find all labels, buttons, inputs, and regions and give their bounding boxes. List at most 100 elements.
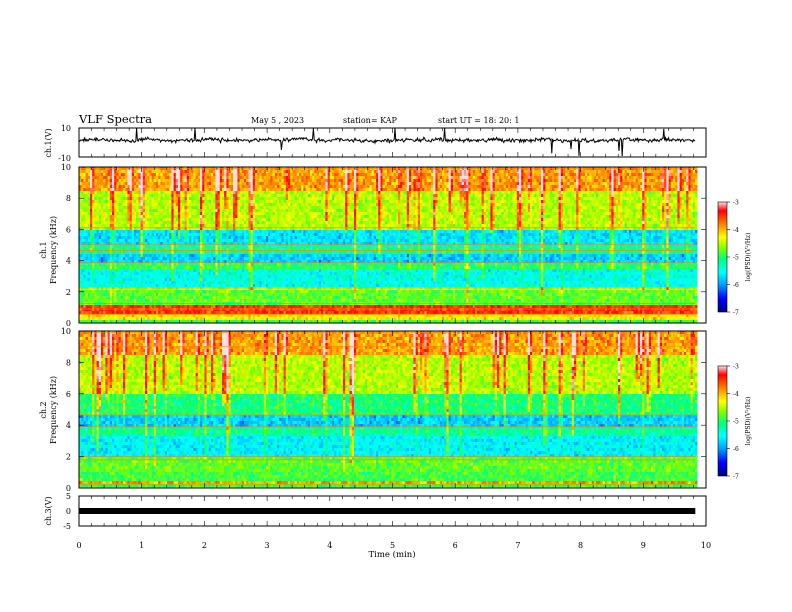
spectrogram-cell <box>98 236 102 240</box>
spectrogram-cell <box>186 305 190 309</box>
spectrogram-cell <box>167 263 170 267</box>
spectrogram-cell <box>83 308 86 312</box>
spectrogram-cell <box>92 284 95 288</box>
spectrogram-cell <box>250 251 254 255</box>
spectrogram-cell <box>162 305 166 309</box>
spectrogram-cell <box>109 284 113 288</box>
spectrogram-cell <box>283 176 287 180</box>
spectrogram-cell <box>241 224 245 228</box>
spectrogram-cell <box>79 188 82 192</box>
spectrogram-cell <box>103 305 106 309</box>
spectrogram-cell <box>257 275 260 279</box>
spectrogram-cell <box>257 260 260 264</box>
spectrogram-cell <box>175 248 179 252</box>
spectrogram-cell <box>151 200 155 204</box>
spectrogram-cell <box>226 230 229 234</box>
spectrogram-cell <box>219 299 223 303</box>
spectrogram-cell <box>202 188 205 192</box>
spectrogram-cell <box>107 317 111 321</box>
spectrogram-cell <box>167 257 170 261</box>
spectrogram-cell <box>131 188 135 192</box>
spectrogram-cell <box>279 287 282 291</box>
spectrogram-cell <box>252 245 256 249</box>
spectrogram-cell <box>90 257 93 261</box>
spectrogram-cell <box>213 254 216 258</box>
spectrogram-cell <box>120 308 124 312</box>
spectrogram-cell <box>164 197 168 201</box>
spectrogram-cell <box>142 275 146 279</box>
spectrogram-cell <box>204 257 207 261</box>
spectrogram-cell <box>164 209 168 213</box>
spectrogram-cell <box>241 275 245 279</box>
spectrogram-cell <box>281 290 284 294</box>
spectrogram-cell <box>156 236 159 240</box>
spectrogram-cell <box>162 248 166 252</box>
spectrogram-cell <box>233 305 236 309</box>
spectrogram-cell <box>263 293 267 297</box>
spectrogram-cell <box>226 287 229 291</box>
spectrogram-cell <box>87 194 91 198</box>
spectrogram-cell <box>283 206 287 210</box>
spectrogram-cell <box>263 281 267 285</box>
spectrogram-cell <box>85 251 89 255</box>
spectrogram-cell <box>98 305 102 309</box>
spectrogram-cell <box>235 206 238 210</box>
spectrogram-cell <box>211 287 214 291</box>
spectrogram-cell <box>160 287 163 291</box>
spectrogram-cell <box>151 173 155 177</box>
spectrogram-cell <box>145 248 148 252</box>
spectrogram-cell <box>211 200 214 204</box>
spectrogram-cell <box>268 320 271 324</box>
spectrogram-cell <box>252 290 256 294</box>
spectrogram-cell <box>279 293 282 297</box>
spectrogram-cell <box>96 281 100 285</box>
spectrogram-cell <box>90 218 93 222</box>
spectrogram-cell <box>87 263 91 267</box>
spectrogram-cell <box>248 284 251 288</box>
spectrogram-cell <box>85 287 89 291</box>
spectrogram-cell <box>118 290 122 294</box>
spectrogram-cell <box>138 185 141 189</box>
spectrogram-cell <box>182 245 185 249</box>
spectrogram-cell <box>193 236 196 240</box>
spectrogram-cell <box>268 278 271 282</box>
spectrogram-cell <box>145 182 148 186</box>
spectrogram-cell <box>211 194 214 198</box>
spectrogram-cell <box>94 242 97 246</box>
spectrogram-cell <box>162 287 166 291</box>
spectrogram-cell <box>147 272 150 276</box>
spectrogram-cell <box>145 287 148 291</box>
spectrogram-cell <box>274 266 278 270</box>
spectrogram-cell <box>138 305 141 309</box>
spectrogram-cell <box>246 260 249 264</box>
spectrogram-cell <box>204 182 207 186</box>
spectrogram-cell <box>206 290 210 294</box>
spectrogram-cell <box>85 218 89 222</box>
spectrogram-cell <box>138 269 141 273</box>
spectrogram-cell <box>204 242 207 246</box>
spectrogram-cell <box>87 299 91 303</box>
spectrogram-cell <box>116 314 119 318</box>
spectrogram-cell <box>182 281 185 285</box>
spectrogram-cell <box>180 260 183 264</box>
spectrogram-cell <box>268 185 271 189</box>
spectrogram-cell <box>79 230 82 234</box>
spectrogram-cell <box>85 320 89 324</box>
spectrogram-cell <box>204 266 207 270</box>
spectrogram-cell <box>120 296 124 300</box>
spectrogram-cell <box>114 263 117 267</box>
spectrogram-cell <box>164 206 168 210</box>
spectrogram-cell <box>255 281 258 285</box>
spectrogram-cell <box>134 290 137 294</box>
spectrogram-cell <box>175 200 179 204</box>
spectrogram-cell <box>107 263 111 267</box>
spectrogram-cell <box>182 275 185 279</box>
spectrogram-cell <box>189 206 192 210</box>
spectrogram-cell <box>248 293 251 297</box>
spectrogram-cell <box>175 191 179 195</box>
spectrogram-cell <box>94 269 97 273</box>
spectrogram-cell <box>85 215 89 219</box>
spectrogram-cell <box>197 272 201 276</box>
spectrogram-cell <box>171 236 174 240</box>
